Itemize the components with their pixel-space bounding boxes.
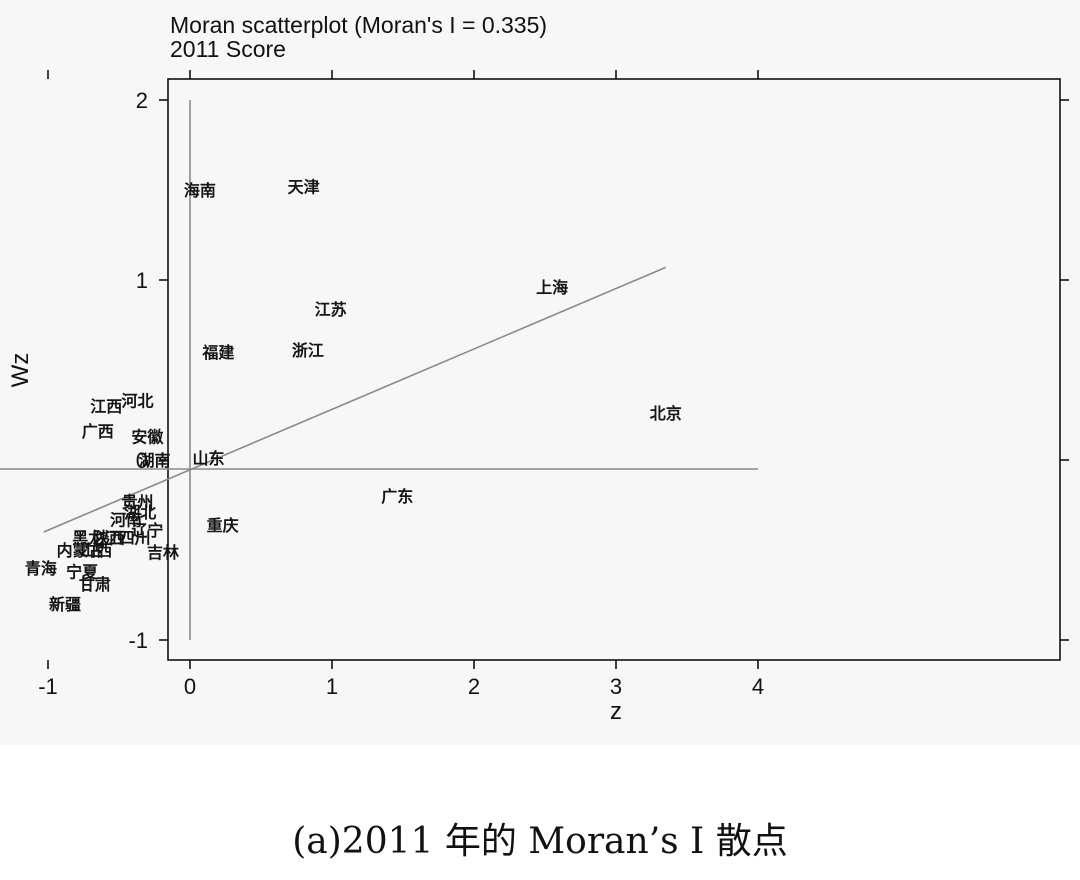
x-axis-label: z — [610, 698, 622, 725]
x-tick-label: 2 — [468, 674, 480, 699]
y-tick-label: 0 — [136, 448, 148, 473]
y-axis-label: Wz — [7, 353, 34, 388]
scatter-point-label: 陕西 — [93, 528, 125, 547]
y-tick-label: 1 — [136, 268, 148, 293]
y-tick-label: 2 — [136, 88, 148, 113]
scatter-point-label: 甘肃 — [79, 575, 111, 594]
scatter-point-label: 北京 — [650, 404, 682, 423]
scatter-point-label: 辽宁 — [131, 521, 163, 540]
chart-title: Moran scatterplot (Moran's I = 0.335) — [170, 12, 547, 38]
plot-frame — [167, 78, 1061, 661]
x-tick-label: 0 — [184, 674, 196, 699]
fit-line — [43, 266, 667, 533]
scatter-point-label: 上海 — [536, 278, 568, 297]
x-tick-label: 1 — [326, 674, 338, 699]
chart-figure: Moran scatterplot (Moran's I = 0.335) 20… — [0, 12, 1069, 725]
reference-lines — [0, 100, 758, 640]
scatter-point-label: 湖北 — [124, 503, 156, 522]
scatter-point-label: 宁夏 — [66, 563, 99, 582]
x-tick-label: 3 — [610, 674, 622, 699]
scatter-point-label: 山东 — [192, 449, 224, 468]
scatter-point-label: 内蒙古 — [57, 541, 105, 560]
moran-scatter-chart: Moran scatterplot (Moran's I = 0.335) 20… — [0, 12, 1069, 725]
scatter-point-label: 安徽 — [131, 428, 164, 447]
figure-caption: (a)2011 年的 Moran’s I 散点 — [292, 821, 788, 862]
scatter-point-label: 江西 — [90, 397, 122, 416]
scatter-point-label: 浙江 — [292, 341, 324, 360]
scatter-point-label: 江苏 — [315, 300, 347, 319]
y-tick-label: -1 — [128, 628, 148, 653]
scatter-point-label: 天津 — [288, 177, 320, 196]
scatter-point-label: 广东 — [381, 487, 413, 506]
scatter-point-label: 山西 — [80, 541, 112, 560]
scatter-point-label: 吉林 — [147, 543, 179, 562]
scatter-point-label: 黑龙江 — [72, 528, 120, 547]
scatter-point-label: 河北 — [121, 392, 153, 411]
scatter-point-label: 海南 — [184, 181, 216, 200]
x-tick-label: 4 — [752, 674, 764, 699]
scatter-point-label: 重庆 — [207, 516, 239, 535]
scatter-point-label: 四川 — [119, 528, 151, 547]
scatter-point-label: 新疆 — [49, 595, 81, 614]
x-tick-label: -1 — [38, 674, 58, 699]
scatter-point-label: 河南 — [110, 510, 142, 529]
scatter-point-label: 湖南 — [138, 451, 170, 470]
scatter-point-label: 广西 — [82, 422, 114, 441]
axis-ticks — [47, 70, 1069, 669]
scatter-point-label: 青海 — [25, 559, 57, 578]
chart-subtitle: 2011 Score — [170, 36, 286, 62]
scatter-point-label: 贵州 — [121, 492, 153, 511]
scatter-point-label: 福建 — [201, 343, 234, 362]
